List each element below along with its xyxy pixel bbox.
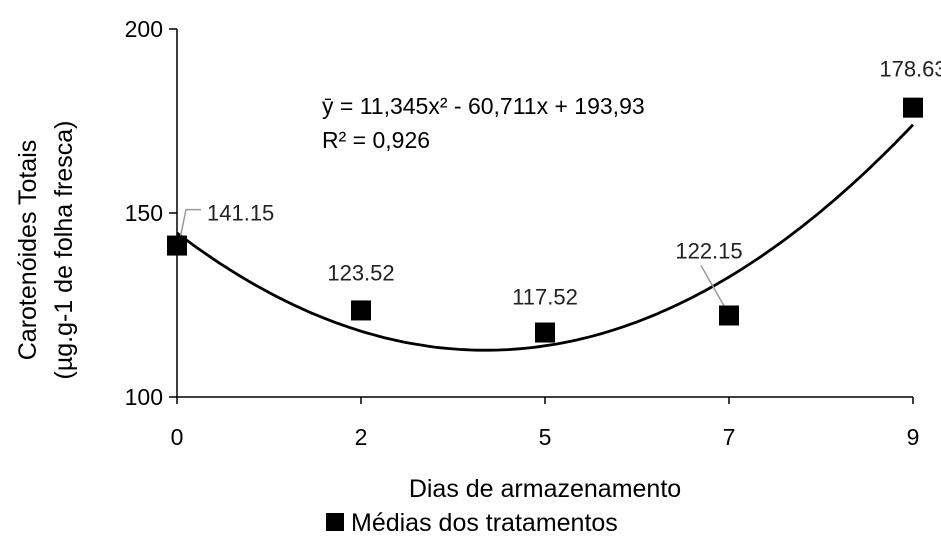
trendline-r-squared: R² = 0,926 — [322, 127, 430, 153]
legend-label: Médias dos tratamentos — [351, 509, 618, 537]
y-tick-label: 100 — [125, 384, 163, 410]
x-tick-label: 2 — [355, 424, 368, 450]
legend-marker-icon — [326, 513, 344, 531]
data-labels: 141.15 123.52 117.52 122.15 178.63 — [207, 57, 941, 310]
x-tick-label: 0 — [171, 424, 184, 450]
data-label: 117.52 — [512, 285, 578, 310]
data-markers — [167, 97, 923, 343]
data-point-marker — [535, 322, 555, 343]
y-axis-ticks: 100 150 200 — [125, 16, 177, 410]
x-axis-title: Dias de armazenamento — [409, 475, 681, 503]
y-tick-label: 200 — [125, 16, 163, 42]
data-label: 123.52 — [327, 260, 394, 285]
data-point-marker — [351, 300, 371, 321]
x-tick-label: 7 — [723, 424, 736, 450]
leader-line — [700, 265, 726, 308]
y-axis-title-line2: (µg.g-1 de folha fresca) — [50, 121, 78, 380]
data-point-marker — [903, 97, 923, 118]
data-point-marker — [167, 235, 187, 256]
data-point-marker — [719, 305, 739, 326]
leader-line — [178, 208, 201, 244]
data-label: 122.15 — [675, 238, 742, 263]
x-axis-ticks: 0 2 5 7 9 — [171, 397, 920, 450]
x-tick-label: 5 — [539, 424, 552, 450]
trendline-equation: ȳ = 11,345x² - 60,711x + 193,93 — [322, 93, 645, 119]
legend: Médias dos tratamentos — [326, 509, 618, 537]
label-leader-lines — [178, 208, 726, 308]
data-label: 178.63 — [879, 57, 941, 82]
y-tick-label: 150 — [125, 200, 163, 226]
x-tick-label: 9 — [907, 424, 920, 450]
trendline — [176, 123, 915, 352]
data-label: 141.15 — [207, 201, 274, 226]
y-axis-title-line1: Carotenóides Totais — [14, 140, 42, 361]
